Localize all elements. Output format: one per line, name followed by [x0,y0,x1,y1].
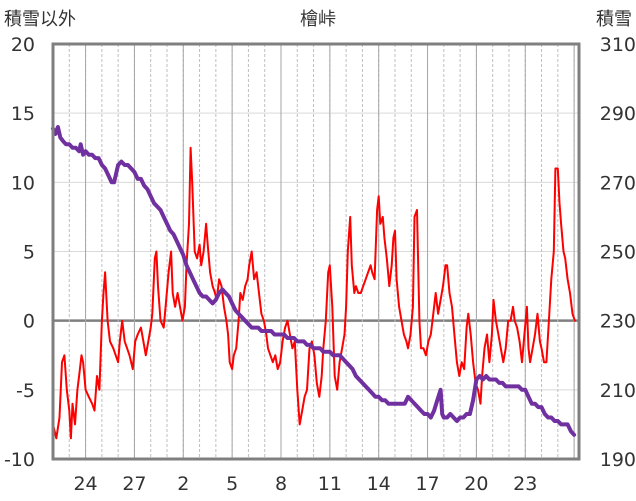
right-tick-label: 250 [600,242,636,264]
x-tick-label: 17 [415,473,439,495]
plot-frame [51,42,581,461]
left-axis-label: 積雪以外 [4,9,76,30]
right-tick-label: 290 [600,103,636,125]
x-tick-label: 11 [318,473,342,495]
left-tick-label: 20 [11,34,35,56]
left-tick-label: 5 [23,242,35,264]
chart-title: 檜峠 [300,8,336,30]
right-tick-label: 210 [600,380,636,402]
right-axis-label: 積雪 [596,9,632,30]
left-tick-label: 15 [11,103,35,125]
left-tick-label: -10 [4,449,35,471]
other-values-line [52,146,576,440]
x-tick-label: 5 [226,473,238,495]
x-tick-label: 24 [73,473,97,495]
tick-labels: 20 15 10 5 0 -5 -10 310 290 270 250 230 210 190 24 27 2 5… [4,34,636,495]
x-tick-label: 20 [464,473,488,495]
snow-depth-line [51,125,577,437]
x-tick-label: 2 [177,473,189,495]
left-tick-label: -5 [16,380,35,402]
series-group [51,125,577,440]
x-tick-label: 14 [367,473,391,495]
right-tick-label: 270 [600,172,636,194]
grid [53,43,579,460]
right-tick-label: 230 [600,311,636,333]
left-tick-label: 10 [11,172,35,194]
left-tick-label: 0 [23,311,35,333]
right-tick-label: 310 [600,34,636,56]
x-tick-label: 8 [275,473,287,495]
right-tick-label: 190 [600,449,636,471]
x-tick-label: 23 [513,473,537,495]
x-tick-label: 27 [122,473,146,495]
